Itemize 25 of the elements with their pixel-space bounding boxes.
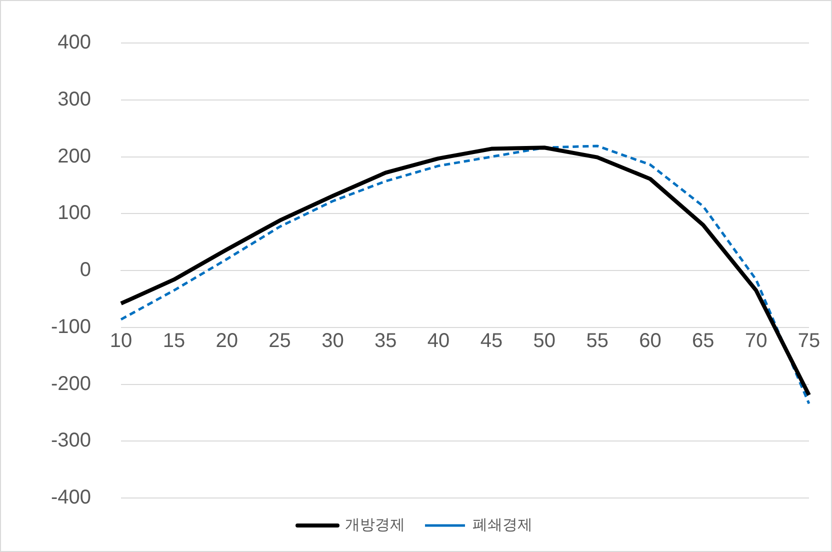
x-tick-label: 20 [216,330,238,352]
x-tick-label: 75 [798,330,820,352]
legend-label: 개방경제 [345,515,405,534]
y-tick-label: -100 [51,316,92,338]
x-tick-label: 45 [480,330,503,352]
x-tick-label: 15 [162,330,186,352]
y-tick-label: 400 [58,32,92,54]
x-tick-label: 30 [322,330,344,352]
x-tick-label: 65 [692,330,714,352]
y-tick-label: -200 [51,372,92,395]
x-tick-label: 60 [639,330,662,352]
y-tick-label: -400 [51,486,92,509]
y-tick-label: 300 [58,88,92,110]
y-tick-label: 0 [80,259,92,282]
x-tick-label: 35 [374,330,397,352]
x-tick-label: 50 [533,330,556,352]
y-tick-label: -300 [51,430,92,452]
x-tick-label: 25 [268,330,291,352]
legend-label: 폐쇄경제 [472,515,532,534]
y-tick-label: 100 [58,202,92,224]
y-tick-label: 200 [58,145,92,168]
x-tick-label: 40 [427,330,450,352]
x-tick-label: 10 [110,330,132,352]
x-tick-label: 70 [744,330,768,352]
x-tick-label: 55 [586,330,608,352]
